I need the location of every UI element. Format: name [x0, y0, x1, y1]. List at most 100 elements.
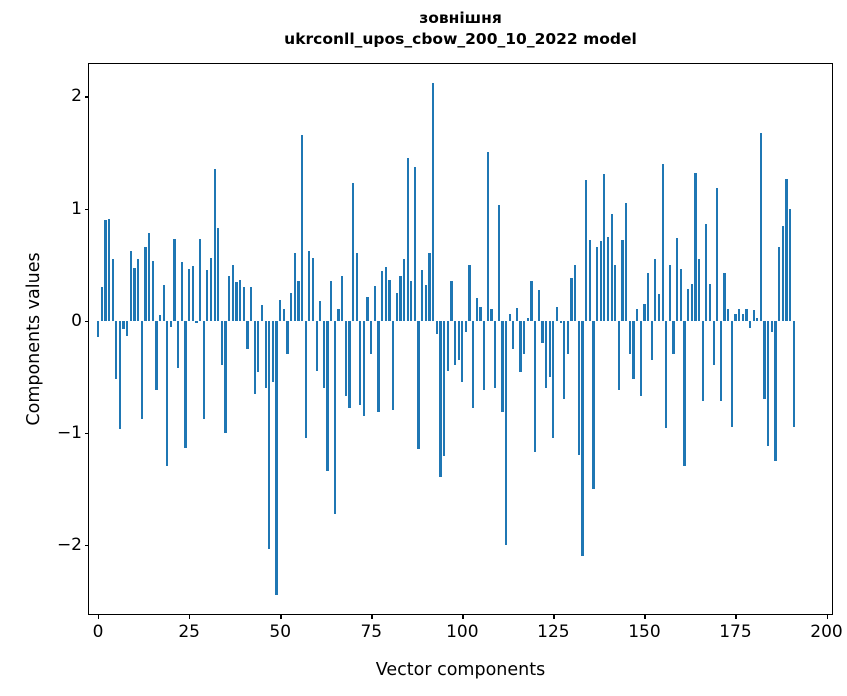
bar [581, 320, 584, 556]
x-axis-tick-label: 0 [92, 622, 104, 642]
bar [351, 182, 355, 321]
bar [341, 275, 344, 321]
bar [741, 313, 744, 321]
bar [424, 284, 428, 321]
bar [457, 320, 460, 360]
bar [639, 320, 642, 396]
bar [417, 320, 420, 450]
bar [442, 320, 446, 457]
bar [679, 268, 682, 321]
bar [534, 320, 537, 452]
y-axis-tick-mark [84, 96, 89, 98]
bar [497, 205, 500, 321]
bar [723, 273, 726, 321]
bar [220, 320, 224, 366]
x-axis-tick-mark [462, 614, 464, 619]
bar [304, 320, 307, 439]
bar [308, 251, 311, 321]
bar [705, 224, 708, 321]
bar [137, 258, 140, 321]
bar [413, 167, 417, 321]
bar [147, 233, 151, 321]
bar [333, 320, 336, 515]
bar [453, 320, 457, 366]
bar [322, 320, 326, 388]
bar [107, 218, 111, 321]
bar [249, 286, 253, 321]
y-axis-tick-mark [84, 208, 89, 210]
bar [155, 320, 158, 390]
bar [242, 286, 245, 321]
bar [548, 320, 551, 377]
bar [566, 320, 570, 355]
bar [100, 286, 103, 321]
bar [421, 270, 424, 321]
bar [628, 320, 631, 355]
y-axis-tick-label: −2 [56, 534, 82, 555]
bar [191, 265, 194, 321]
bar [490, 309, 493, 321]
x-axis-tick-label: 200 [810, 622, 843, 642]
bar [544, 320, 548, 388]
bar [271, 320, 275, 383]
bar [198, 238, 202, 321]
bar [231, 264, 234, 321]
bar [202, 320, 205, 420]
bar [166, 320, 169, 467]
bar [133, 267, 136, 321]
bar [657, 293, 661, 321]
bar [297, 281, 300, 321]
bar [239, 280, 242, 321]
bar [464, 320, 468, 332]
y-axis-tick-label: 2 [71, 86, 82, 107]
bar [315, 320, 318, 371]
bar [293, 253, 296, 321]
bar [184, 320, 187, 449]
bar [370, 320, 373, 355]
bar [206, 270, 209, 321]
x-axis-label: Vector components [375, 660, 546, 680]
bar [253, 320, 256, 395]
bar [395, 292, 398, 321]
x-axis-tick-mark [280, 614, 282, 619]
bar [770, 320, 774, 332]
bar [734, 313, 737, 321]
bar [344, 320, 347, 396]
bar [512, 320, 515, 349]
bar [661, 163, 664, 321]
bar [213, 169, 216, 321]
bar [144, 246, 147, 321]
bar [599, 240, 602, 321]
bar [748, 320, 752, 329]
bar [730, 320, 733, 427]
bar [588, 239, 591, 321]
bar [257, 320, 260, 373]
bar [362, 320, 366, 416]
bar [519, 320, 522, 373]
bar [432, 83, 435, 321]
bar [585, 180, 588, 321]
bar [373, 285, 377, 321]
bar [410, 281, 413, 321]
bar [140, 320, 143, 420]
bar [326, 320, 329, 471]
bar [515, 308, 519, 321]
x-axis-tick-mark [735, 614, 737, 619]
bar [708, 283, 712, 321]
bar [264, 320, 267, 388]
bar [279, 300, 282, 321]
bar [348, 320, 351, 408]
bar [763, 320, 766, 399]
bar [337, 309, 340, 321]
bar [552, 320, 555, 439]
bar [330, 281, 333, 321]
bar [450, 281, 453, 321]
bar [96, 320, 100, 338]
bar [650, 320, 653, 360]
bar [275, 320, 278, 595]
bar [126, 320, 129, 337]
bar [727, 309, 730, 321]
bar [603, 173, 606, 321]
bar [493, 320, 497, 388]
plot-area: −2 −1 0 1 2 0 25 50 75 100 125 150 175 200 [57, 63, 843, 642]
